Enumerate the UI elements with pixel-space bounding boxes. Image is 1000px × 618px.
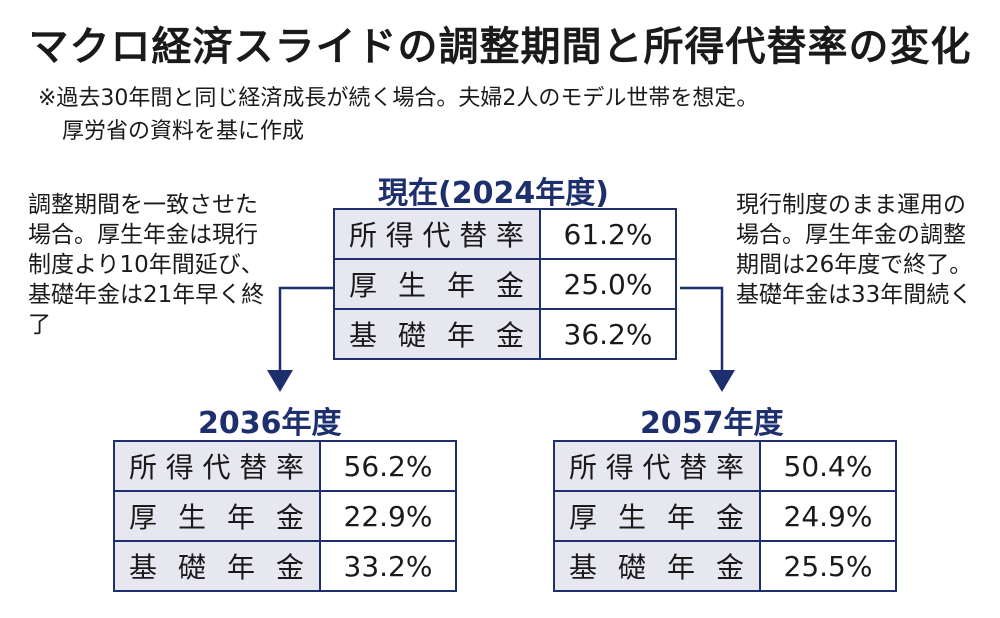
row-label: 厚生年金 [333, 258, 541, 310]
row-label: 所得代替率 [113, 440, 321, 492]
table-row: 厚生年金 22.9% [113, 490, 457, 542]
table-row: 厚生年金 24.9% [553, 490, 897, 542]
header-current: 現在(2024年度) [378, 176, 609, 211]
arrowhead-2036 [267, 370, 293, 392]
row-value: 36.2% [539, 308, 677, 360]
header-2036: 2036年度 [198, 406, 342, 441]
row-value: 33.2% [319, 540, 457, 592]
row-value: 56.2% [319, 440, 457, 492]
row-label: 所得代替率 [333, 208, 541, 260]
note-source: 厚労省の資料を基に作成 [62, 119, 305, 144]
table-current: 所得代替率 61.2% 厚生年金 25.0% 基礎年金 36.2% [333, 208, 677, 360]
row-value: 50.4% [759, 440, 897, 492]
row-label: 所得代替率 [553, 440, 761, 492]
row-label: 基礎年金 [553, 540, 761, 592]
note-condition: ※過去30年間と同じ経済成長が続く場合。夫婦2人のモデル世帯を想定。 [38, 86, 759, 111]
table-2057: 所得代替率 50.4% 厚生年金 24.9% 基礎年金 25.5% [553, 440, 897, 592]
row-label: 厚生年金 [113, 490, 321, 542]
row-value: 61.2% [539, 208, 677, 260]
table-row: 所得代替率 50.4% [553, 440, 897, 492]
table-row: 基礎年金 33.2% [113, 540, 457, 592]
row-value: 24.9% [759, 490, 897, 542]
table-2036: 所得代替率 56.2% 厚生年金 22.9% 基礎年金 33.2% [113, 440, 457, 592]
row-label: 基礎年金 [333, 308, 541, 360]
row-value: 22.9% [319, 490, 457, 542]
right-explanation: 現行制度のまま運用の場合。厚生年金の調整期間は26年度で終了。基礎年金は33年間… [736, 192, 973, 308]
table-row: 厚生年金 25.0% [333, 258, 677, 310]
row-label: 基礎年金 [113, 540, 321, 592]
table-row: 基礎年金 25.5% [553, 540, 897, 592]
table-row: 基礎年金 36.2% [333, 308, 677, 360]
arrowhead-2057 [709, 370, 735, 392]
row-value: 25.0% [539, 258, 677, 310]
table-row: 所得代替率 56.2% [113, 440, 457, 492]
row-value: 25.5% [759, 540, 897, 592]
arrow-to-2057 [680, 286, 724, 372]
left-explanation: 調整期間を一致させた場合。厚生年金は現行制度より10年間延び、基礎年金は21年早… [28, 192, 265, 338]
table-row: 所得代替率 61.2% [333, 208, 677, 260]
arrow-to-2036 [278, 286, 333, 372]
row-label: 厚生年金 [553, 490, 761, 542]
chart-title: マクロ経済スライドの調整期間と所得代替率の変化 [28, 24, 972, 70]
header-2057: 2057年度 [640, 406, 784, 441]
